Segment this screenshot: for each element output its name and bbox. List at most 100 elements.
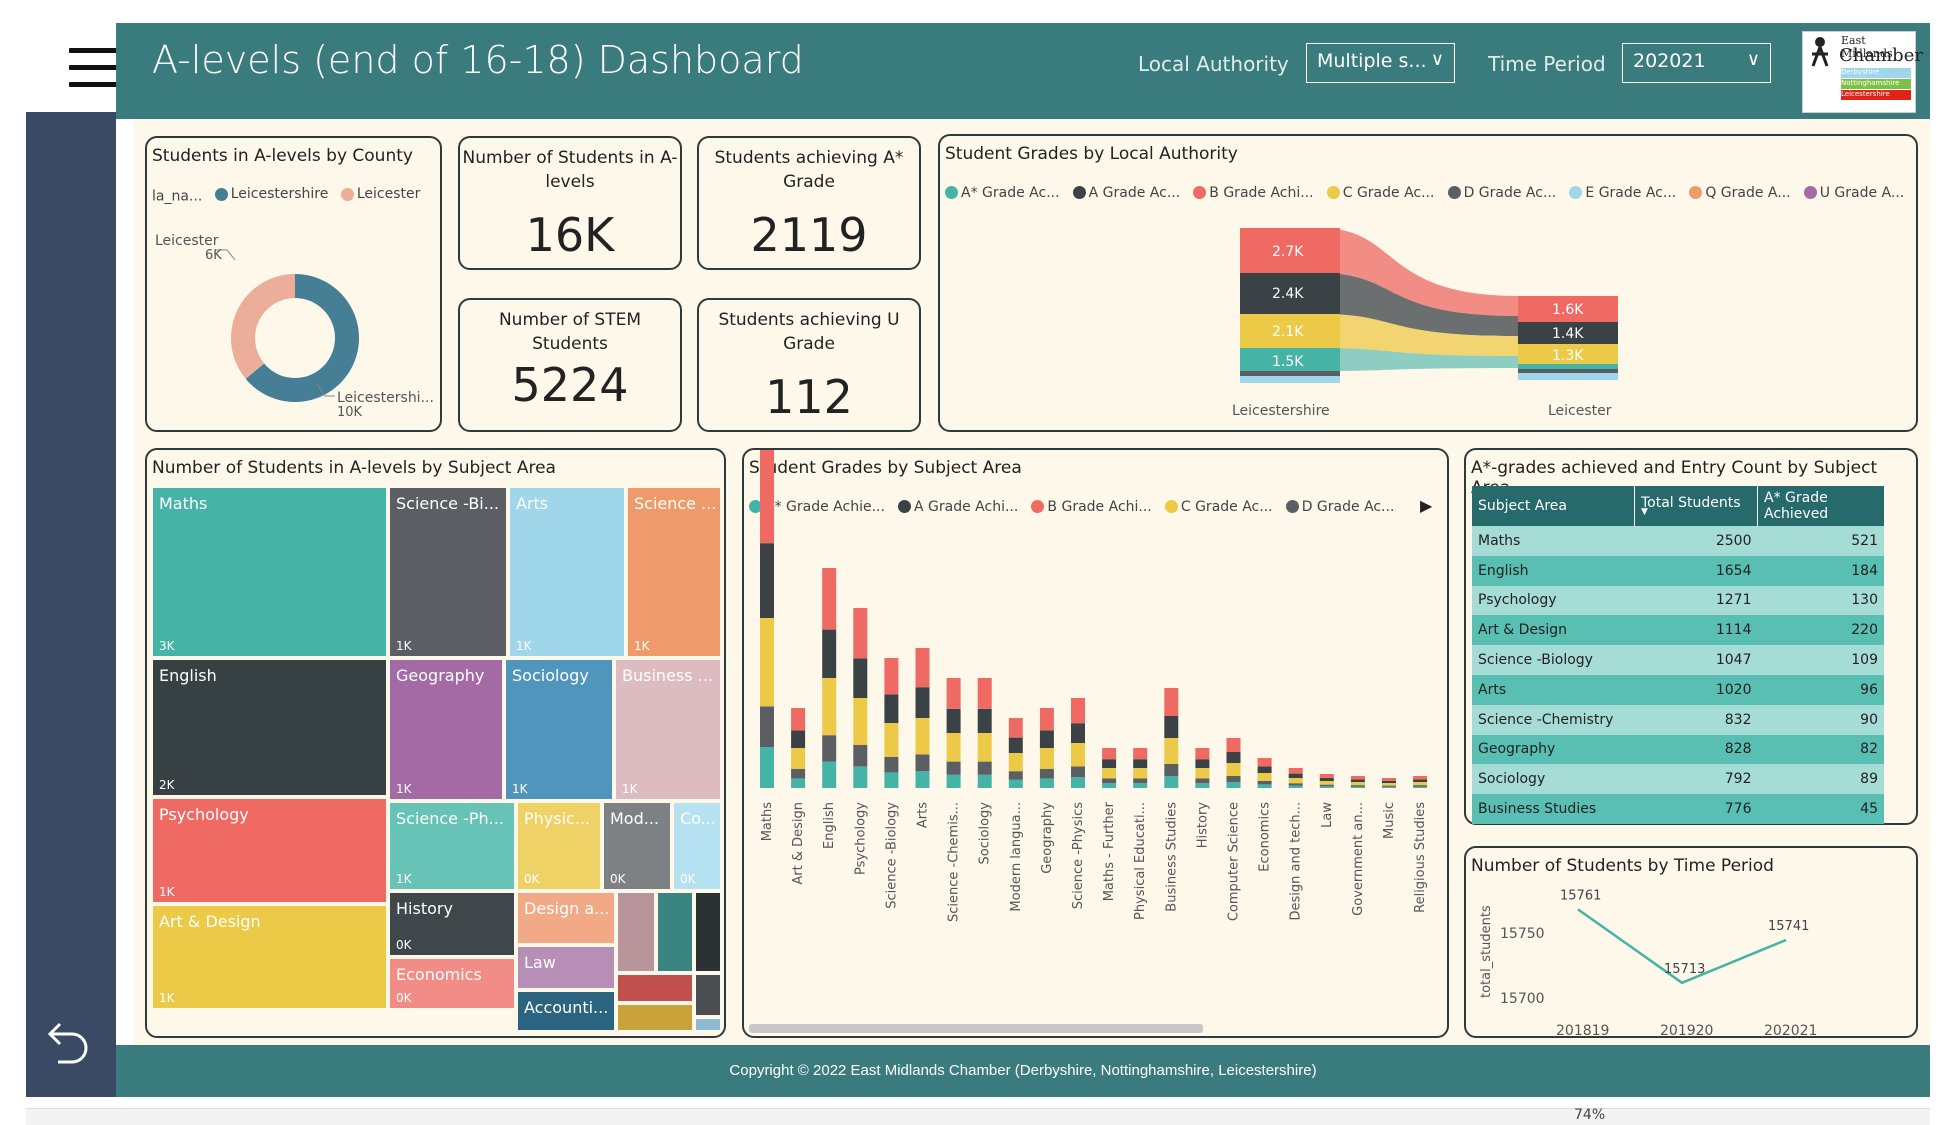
treemap-tile-small[interactable] — [694, 973, 722, 1017]
legend-item-u[interactable]: U Grade A... — [1803, 185, 1904, 201]
treemap-tile-science-biology[interactable]: Science -Bi... 1K — [388, 486, 508, 658]
treemap-tile-sociology[interactable]: Sociology 1K — [504, 658, 614, 801]
grades-by-subject-card[interactable]: Student Grades by Subject Area A* Grade … — [742, 448, 1449, 1038]
legend-item-d[interactable]: D Grade Ac... — [1285, 499, 1394, 515]
ribbon-segment — [1257, 758, 1272, 767]
treemap-tile-small[interactable] — [616, 973, 694, 1003]
kpi-students-value: 16K — [525, 208, 615, 262]
grades-by-la-card[interactable]: Student Grades by Local Authority A* Gra… — [938, 134, 1918, 432]
table-row[interactable]: Science -Chemistry 832 90 — [1472, 704, 1884, 735]
treemap-tile-physical-education[interactable]: Physic... 0K — [516, 801, 602, 891]
cell-subject: Psychology — [1478, 592, 1557, 609]
legend-next-icon[interactable]: ▶ — [1420, 496, 1433, 515]
menu-button[interactable] — [26, 23, 123, 112]
local-authority-dropdown[interactable]: Multiple s... ∨ — [1306, 43, 1455, 83]
bar-leicester-c — [1518, 344, 1618, 364]
subject-treemap-card[interactable]: Number of Students in A-levels by Subjec… — [145, 448, 726, 1038]
treemap-tile-maths[interactable]: Maths 3K — [151, 486, 388, 658]
data-label: 15741 — [1768, 919, 1809, 934]
treemap-tile-design-tech[interactable]: Design a... — [516, 891, 616, 945]
column-header-subject[interactable]: Subject Area — [1478, 498, 1568, 514]
treemap-tile-computer-science[interactable]: Co... 0K — [672, 801, 722, 891]
kpi-students-label: Number of Students in A-levels — [462, 148, 678, 192]
ribbon-segment — [1133, 759, 1148, 768]
value-leicester: 6K — [205, 248, 222, 263]
ribbon-segment — [884, 658, 899, 695]
treemap-tile-small[interactable] — [616, 1003, 694, 1032]
ribbon-segment — [1164, 776, 1179, 788]
back-icon[interactable] — [46, 1018, 90, 1064]
label-left-c: 2.1K — [1272, 324, 1304, 340]
table-row[interactable]: Arts 1020 96 — [1472, 674, 1884, 705]
ribbon-segment — [946, 774, 961, 788]
treemap-tile-psychology[interactable]: Psychology 1K — [151, 797, 388, 904]
table-row[interactable]: Business Studies 776 45 — [1472, 794, 1884, 824]
ribbon-segment — [760, 747, 774, 788]
treemap-tile-small[interactable] — [656, 891, 694, 973]
treemap-tile-law[interactable]: Law — [516, 945, 616, 990]
time-period-dropdown[interactable]: 202021 ∨ — [1622, 43, 1771, 83]
ribbon-segment — [760, 706, 774, 748]
students-by-time-card[interactable]: Number of Students by Time Period total_… — [1464, 846, 1918, 1039]
kpi-stem-value: 5224 — [511, 358, 629, 412]
treemap-tile-science-physics[interactable]: Science -Ph... 1K — [388, 801, 516, 891]
column-header-total[interactable]: Total Students ▼ — [1634, 486, 1758, 526]
ribbon-segment — [1288, 783, 1303, 786]
ribbon-segment — [1071, 777, 1085, 788]
legend-item-b[interactable]: B Grade Achi... — [1193, 185, 1314, 201]
zoom-level[interactable]: 74% — [1574, 1107, 1606, 1123]
table-row[interactable]: Psychology 1271 130 — [1472, 585, 1884, 616]
treemap-tile-english[interactable]: English 2K — [151, 658, 388, 797]
kpi-card-astar[interactable]: Students achieving A* Grade 2119 — [697, 136, 921, 270]
legend-item-a[interactable]: A Grade Ac... — [1072, 185, 1180, 201]
column-header-astar[interactable]: A* Grade Achieved — [1757, 486, 1884, 526]
subject-table-card[interactable]: A*-grades achieved and Entry Count by Su… — [1464, 448, 1918, 825]
legend-item-b[interactable]: B Grade Achi... — [1031, 499, 1152, 515]
treemap-tile-business[interactable]: Business ... 1K — [614, 658, 722, 801]
legend-item-c[interactable]: C Grade Ac... — [1164, 499, 1273, 515]
legend-item-q[interactable]: Q Grade A... — [1689, 185, 1791, 201]
legend-item-c[interactable]: C Grade Ac... — [1326, 185, 1434, 201]
treemap-tile-geography[interactable]: Geography 1K — [388, 658, 504, 801]
legend-item-astar[interactable]: A* Grade Ac... — [945, 185, 1060, 201]
legend-item-a[interactable]: A Grade Achi... — [898, 499, 1018, 515]
table-row[interactable]: Maths 2500 521 — [1472, 526, 1884, 556]
table-row[interactable]: Geography 828 82 — [1472, 734, 1884, 765]
table-row[interactable]: English 1654 184 — [1472, 555, 1884, 586]
chevron-down-icon: ∨ — [1430, 49, 1444, 70]
ribbon-segment — [853, 766, 868, 788]
treemap-tile-small[interactable] — [616, 891, 656, 973]
kpi-card-u-grade[interactable]: Students achieving U Grade 112 — [697, 298, 921, 432]
treemap-tile-history[interactable]: History 0K — [388, 891, 516, 957]
horizontal-scrollbar[interactable] — [749, 1024, 1203, 1033]
treemap-tile-modern-languages[interactable]: Mod... 0K — [602, 801, 672, 891]
legend-item-astar[interactable]: A* Grade Achie... — [749, 499, 885, 515]
treemap-tile-small[interactable] — [694, 891, 722, 973]
grades-by-subject-title: Student Grades by Subject Area — [749, 458, 1022, 478]
treemap-tile-economics[interactable]: Economics 0K — [388, 957, 516, 1010]
legend-item-leicester[interactable]: Leicester — [340, 186, 420, 202]
table-row[interactable]: Art & Design 1114 220 — [1472, 615, 1884, 646]
x-tick-label: Science -Biology — [884, 802, 899, 909]
legend-item-e[interactable]: E Grade Ac... — [1569, 185, 1676, 201]
kpi-card-students[interactable]: Number of Students in A-levels 16K — [458, 136, 682, 270]
cell-total: 1654 — [1715, 562, 1752, 579]
label-left-astar: 1.5K — [1272, 354, 1304, 370]
table-row[interactable]: Science -Biology 1047 109 — [1472, 645, 1884, 675]
treemap-tile-small[interactable] — [694, 1017, 722, 1032]
kpi-card-stem[interactable]: Number of STEM Students 5224 — [458, 298, 682, 432]
treemap-tile-science-chemistry[interactable]: Science ... 1K — [626, 486, 722, 658]
donut-slice-leicester — [231, 274, 295, 379]
table-row[interactable]: Sociology 792 89 — [1472, 764, 1884, 795]
treemap-tile-art-design[interactable]: Art & Design 1K — [151, 904, 388, 1010]
county-donut-card[interactable]: Students in A-levels by County la_na... … — [145, 136, 442, 432]
ribbon-segment — [1382, 780, 1396, 783]
chevron-down-icon: ∨ — [1746, 49, 1760, 70]
ribbon-segment — [1039, 778, 1054, 788]
legend-item-leicestershire[interactable]: Leicestershire — [214, 186, 328, 202]
treemap-tile-accounting[interactable]: Accounti... — [516, 990, 616, 1032]
treemap-tile-arts[interactable]: Arts 1K — [508, 486, 626, 658]
kpi-u-label: Students achieving U Grade — [718, 310, 900, 354]
legend-item-d[interactable]: D Grade Ac... — [1447, 185, 1556, 201]
ribbon-segment — [1102, 748, 1117, 760]
